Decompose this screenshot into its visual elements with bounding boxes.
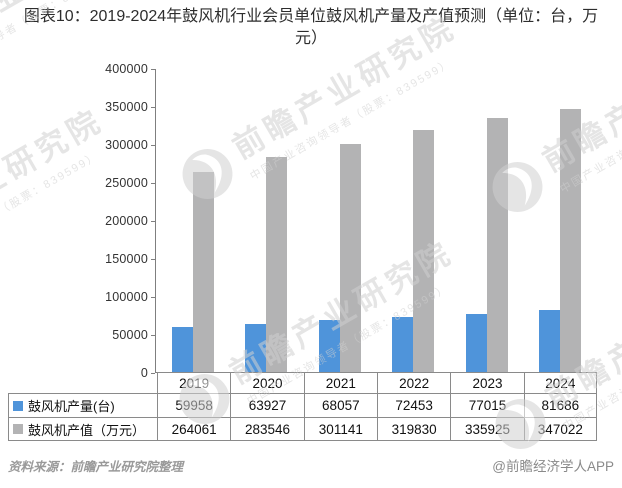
data-table: 2019 2020 2021 2022 2023 2024 鼓风机产量(台) 59958 639… [8, 372, 597, 441]
year-cell-2022: 2022 [377, 372, 451, 393]
value-cell-2023-text: 77015 [468, 398, 507, 413]
bar-production-2023 [465, 313, 487, 372]
legend-production-text: 鼓风机产量(台) [28, 399, 115, 414]
bar-production-2019 [171, 326, 193, 372]
y-tick: 250000 [105, 176, 155, 190]
y-tick-mark [151, 144, 155, 146]
source-note: 资料来源：前瞻产业研究院整理 [8, 460, 184, 474]
y-tick-label: 200000 [105, 214, 148, 228]
value-cell-2022-text: 319830 [391, 421, 437, 437]
table-corner [8, 372, 157, 393]
value-cell-2021: 301141 [303, 417, 377, 441]
y-tick-mark [151, 68, 155, 70]
bar-production-2020 [245, 323, 267, 372]
legend-swatch [13, 400, 23, 411]
bar-group-2023 [450, 69, 524, 372]
value-cell-2019-text: 59958 [175, 398, 213, 413]
y-tick-mark [151, 258, 155, 260]
y-tick-label: 400000 [105, 62, 148, 76]
bar-production-2022 [392, 317, 414, 372]
year-cell-2019: 2019 [157, 372, 231, 393]
y-tick-mark [151, 334, 155, 336]
legend-value-text: 鼓风机产值（万元） [28, 422, 146, 438]
value-cell-2022-text: 72453 [395, 398, 433, 413]
value-cell-2021: 68057 [303, 393, 377, 417]
y-tick: 350000 [105, 100, 155, 114]
bar-group-2022 [377, 69, 451, 372]
bar-value-2020 [266, 157, 288, 372]
y-tick-mark [151, 106, 155, 108]
bar-production-2021 [318, 320, 340, 372]
value-cell-2019: 264061 [157, 417, 231, 441]
bar-value-2024 [560, 109, 582, 372]
year-cell-2021-text: 2021 [325, 375, 356, 391]
bar-group-2021 [303, 69, 377, 372]
value-cell-2021-text: 68057 [322, 398, 360, 413]
y-tick-label: 100000 [105, 290, 148, 304]
y-tick: 50000 [112, 328, 155, 342]
legend-production: 鼓风机产量(台) [8, 393, 157, 417]
app-credit: @前瞻经济学人APP [492, 459, 614, 474]
y-tick: 300000 [105, 138, 155, 152]
value-cell-2024: 347022 [523, 417, 597, 441]
legend-swatch [13, 424, 23, 434]
value-cell-2024-text: 347022 [537, 421, 583, 437]
value-cell-2020: 283546 [230, 417, 304, 441]
bar-value-2021 [339, 143, 361, 372]
y-tick: 0 [141, 366, 155, 380]
bar-production-2024 [539, 310, 561, 372]
y-tick-label: 0 [140, 366, 148, 380]
year-cell-2024-text: 2024 [545, 375, 576, 391]
value-cell-2022: 319830 [377, 417, 451, 441]
legend-value: 鼓风机产值（万元） [8, 417, 157, 441]
y-tick: 400000 [105, 62, 155, 76]
chart-title: 图表10：2019-2024年鼓风机行业会员单位鼓风机产量及产值预测（单位：台，… [23, 8, 599, 47]
value-cell-2020-text: 63927 [248, 398, 287, 413]
y-tick-label: 350000 [105, 100, 148, 114]
y-tick: 200000 [105, 214, 155, 228]
bar-group-2020 [230, 69, 304, 372]
y-tick-label: 250000 [105, 176, 148, 190]
y-tick-label: 300000 [105, 138, 148, 152]
bar-value-2022 [413, 129, 435, 372]
value-cell-2023-text: 335925 [464, 421, 511, 437]
value-cell-2023: 77015 [450, 393, 524, 417]
y-tick: 100000 [105, 290, 155, 304]
year-cell-2019-text: 2019 [179, 375, 210, 391]
value-cell-2019: 59958 [157, 393, 231, 417]
y-tick-mark [151, 182, 155, 184]
bar-group-2024 [524, 69, 598, 372]
bar-value-2023 [486, 117, 508, 372]
year-cell-2023-text: 2023 [472, 375, 503, 391]
year-cell-2022-text: 2022 [399, 375, 430, 391]
year-cell-2023: 2023 [450, 372, 524, 393]
value-cell-2024-text: 81686 [541, 398, 580, 413]
year-cell-2024: 2024 [523, 372, 597, 393]
value-cell-2019-text: 264061 [171, 421, 217, 437]
value-cell-2021-text: 301141 [318, 421, 363, 437]
value-cell-2023: 335925 [450, 417, 524, 441]
year-cell-2020: 2020 [230, 372, 304, 393]
y-tick-label: 50000 [112, 328, 148, 342]
year-cell-2020-text: 2020 [252, 375, 283, 391]
y-tick-mark [151, 296, 155, 298]
plot-area [155, 69, 597, 373]
value-cell-2024: 81686 [523, 393, 597, 417]
y-tick-mark [151, 372, 155, 374]
bar-value-2019 [192, 171, 214, 372]
y-tick: 150000 [105, 252, 155, 266]
value-cell-2020: 63927 [230, 393, 304, 417]
y-tick-mark [151, 220, 155, 222]
year-cell-2021: 2021 [303, 372, 377, 393]
value-cell-2020-text: 283546 [244, 421, 291, 437]
y-tick-label: 150000 [105, 252, 148, 266]
bar-group-2019 [156, 69, 230, 372]
value-cell-2022: 72453 [377, 393, 451, 417]
y-axis: 400000 350000 300000 250000 200000 150000 1000… [0, 62, 155, 380]
